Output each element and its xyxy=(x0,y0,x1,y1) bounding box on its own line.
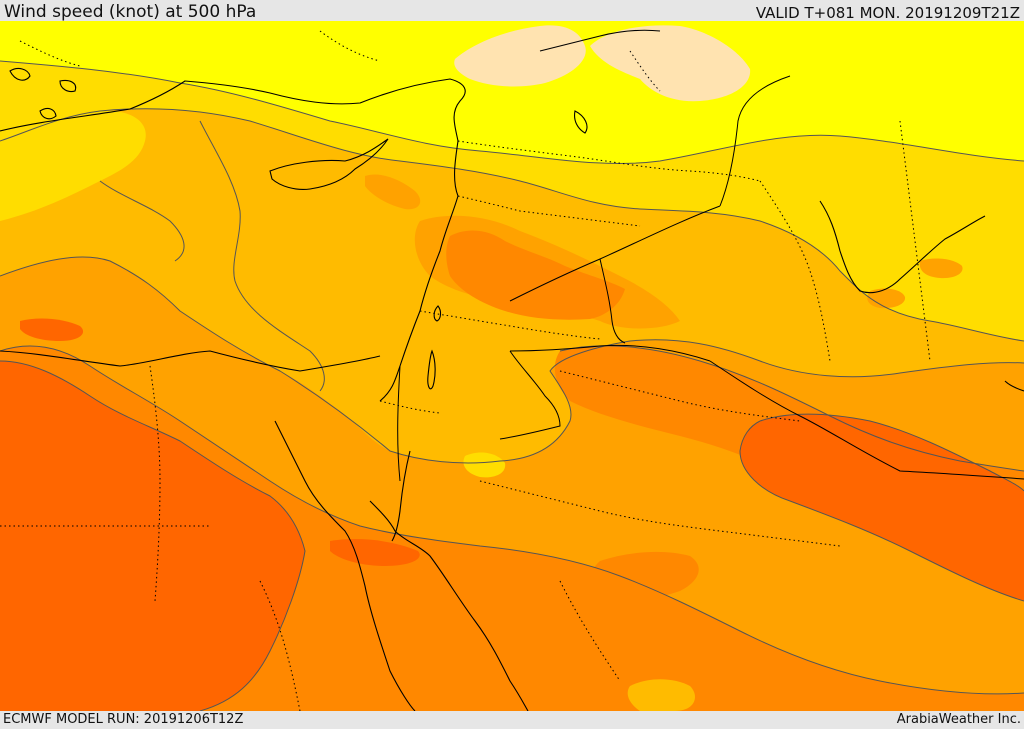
band-darkest-orange-left xyxy=(0,361,305,711)
country-borders xyxy=(0,30,931,711)
band-patch-5 xyxy=(627,679,695,711)
wind-speed-map[interactable] xyxy=(0,21,1024,711)
band-patch-6 xyxy=(463,452,506,478)
header-bar: Wind speed (knot) at 500 hPa VALID T+081… xyxy=(0,0,1024,21)
band-peach-north xyxy=(454,25,751,102)
credit-label: ArabiaWeather Inc. xyxy=(896,712,1021,727)
band-patch-7 xyxy=(919,258,963,279)
valid-time-label: VALID T+081 MON. 20191209T21Z xyxy=(755,4,1020,22)
band-gold-north xyxy=(0,61,1024,341)
map-title: Wind speed (knot) at 500 hPa xyxy=(4,2,257,22)
band-deep-orange-center xyxy=(446,230,625,320)
map-canvas xyxy=(0,21,1024,711)
political-lines xyxy=(397,75,1024,482)
band-gold-left xyxy=(0,110,146,221)
band-darkest-orange-right xyxy=(740,414,1024,601)
footer-bar: ECMWF MODEL RUN: 20191206T12Z ArabiaWeat… xyxy=(0,711,1024,729)
model-run-label: ECMWF MODEL RUN: 20191206T12Z xyxy=(3,712,244,727)
band-patch-4 xyxy=(589,551,699,603)
band-patch-8 xyxy=(867,288,906,309)
band-patch-2 xyxy=(20,318,84,341)
band-patch-1 xyxy=(365,174,421,210)
band-yellow-north xyxy=(0,21,1024,164)
coastlines xyxy=(0,29,1024,711)
